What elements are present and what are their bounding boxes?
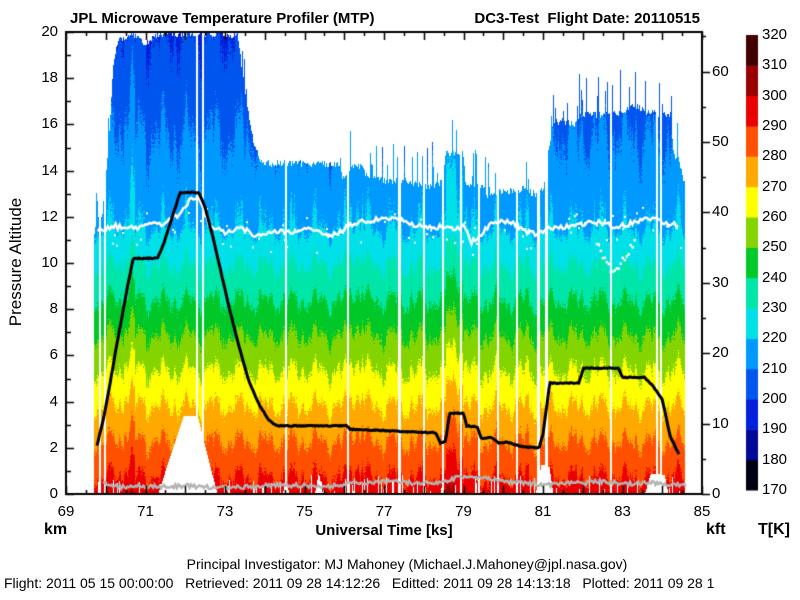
colorbar-tick-label: 270 bbox=[762, 177, 788, 195]
kft-axis-tick-label: 30 bbox=[712, 273, 729, 291]
colorbar-tick-label: 290 bbox=[762, 117, 788, 134]
colorbar-tick-label: 280 bbox=[762, 147, 788, 165]
x-axis-tick-label: 77 bbox=[375, 503, 393, 520]
y-axis-title: Pressure Altitude bbox=[6, 197, 25, 327]
colorbar-tick-label: 310 bbox=[762, 56, 788, 74]
colorbar-tick-label: 260 bbox=[762, 208, 788, 225]
y-axis-tick-label: 10 bbox=[41, 254, 58, 271]
kft-axis-tick-label: 10 bbox=[712, 414, 729, 432]
kft-axis-tick-label: 40 bbox=[712, 203, 729, 221]
flight-status-line: Flight: 2011 05 15 00:00:00 Retrieved: 2… bbox=[4, 575, 715, 591]
y-axis-tick-label: 4 bbox=[49, 392, 58, 410]
colorbar-tick-label: 190 bbox=[762, 420, 788, 438]
y-axis-tick-label: 20 bbox=[41, 23, 58, 40]
colorbar-tick-label: 220 bbox=[762, 329, 788, 347]
x-axis-tick-label: 81 bbox=[534, 503, 552, 520]
colorbar-tick-label: 300 bbox=[762, 86, 788, 104]
x-axis-tick-label: 79 bbox=[455, 503, 472, 520]
plot-title: JPL Microwave Temperature Profiler (MTP) bbox=[70, 10, 375, 27]
x-axis-tick-label: 71 bbox=[137, 503, 154, 520]
kft-axis-tick-label: 50 bbox=[712, 132, 729, 150]
left-axis-unit-label: km bbox=[44, 521, 68, 538]
colorbar-tick-label: 320 bbox=[762, 26, 788, 43]
x-axis-tick-label: 73 bbox=[216, 503, 234, 520]
y-axis-tick-label: 8 bbox=[49, 300, 58, 318]
kft-axis-tick-label: 20 bbox=[712, 344, 729, 362]
colorbar-tick-label: 200 bbox=[762, 390, 788, 407]
y-axis-tick-label: 12 bbox=[41, 207, 58, 225]
x-axis-tick-label: 83 bbox=[614, 503, 631, 520]
kft-axis-tick-label: 60 bbox=[712, 62, 729, 80]
colorbar-tick-label: 250 bbox=[762, 238, 788, 256]
colorbar-tick-label: 170 bbox=[762, 481, 788, 498]
colorbar-tick-label: 230 bbox=[762, 299, 788, 316]
colorbar-tick-label: 210 bbox=[762, 359, 788, 377]
y-axis-tick-label: 6 bbox=[49, 346, 58, 364]
y-axis-tick-label: 14 bbox=[41, 161, 58, 179]
principal-investigator-line: Principal Investigator: MJ Mahoney (Mich… bbox=[186, 556, 628, 572]
right-axis-unit-label: kft bbox=[706, 521, 726, 538]
kft-axis-tick-label: 0 bbox=[712, 485, 721, 502]
x-axis-tick-label: 75 bbox=[296, 503, 313, 520]
y-axis-tick-label: 16 bbox=[41, 115, 58, 133]
colorbar-tick-label: 240 bbox=[762, 268, 788, 286]
y-axis-tick-label: 18 bbox=[41, 69, 58, 87]
colorbar-tick-label: 180 bbox=[762, 450, 788, 468]
colorbar-unit-label: T[K] bbox=[758, 521, 790, 538]
x-axis-tick-label: 69 bbox=[57, 503, 75, 520]
y-axis-tick-label: 2 bbox=[49, 438, 58, 456]
y-axis-tick-label: 0 bbox=[49, 485, 58, 502]
flight-date-title: DC3-Test Flight Date: 20110515 bbox=[474, 10, 700, 27]
x-axis-title: Universal Time [ks] bbox=[315, 522, 453, 539]
x-axis-tick-label: 85 bbox=[693, 503, 711, 520]
